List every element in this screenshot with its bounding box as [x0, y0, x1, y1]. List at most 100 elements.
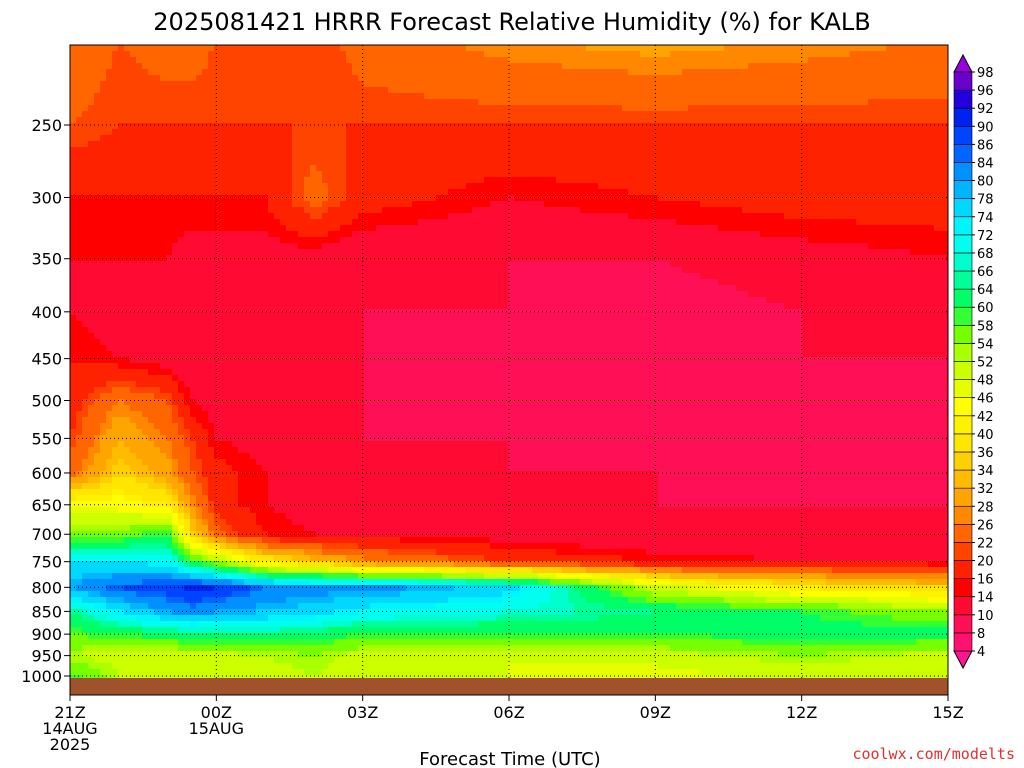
heatmap-cell: [124, 495, 131, 502]
heatmap-cell: [94, 639, 101, 646]
heatmap-cell: [166, 243, 173, 250]
heatmap-cell: [136, 129, 143, 136]
heatmap-cell: [142, 519, 149, 526]
heatmap-cell: [124, 423, 131, 430]
heatmap-cell: [94, 213, 101, 220]
heatmap-cell: [172, 447, 179, 454]
heatmap-cell: [322, 333, 329, 340]
heatmap-cell: [124, 561, 131, 568]
heatmap-cell: [256, 105, 263, 112]
heatmap-cell: [154, 201, 161, 208]
heatmap-cell: [208, 447, 215, 454]
heatmap-cell: [160, 501, 167, 508]
heatmap-cell: [226, 525, 233, 532]
heatmap-cell: [130, 201, 137, 208]
heatmap-cell: [82, 357, 89, 364]
heatmap-cell: [166, 393, 173, 400]
heatmap-cell: [304, 369, 311, 376]
heatmap-cell: [178, 411, 185, 418]
heatmap-cell: [76, 201, 83, 208]
heatmap-cell: [334, 459, 341, 466]
heatmap-cell: [286, 381, 293, 388]
heatmap-cell: [82, 639, 89, 646]
heatmap-cell: [304, 513, 311, 520]
heatmap-cell: [130, 483, 137, 490]
heatmap-cell: [292, 627, 299, 634]
heatmap-cell: [160, 285, 167, 292]
heatmap-cell: [94, 633, 101, 640]
heatmap-cell: [166, 489, 173, 496]
heatmap-cell: [148, 231, 155, 238]
heatmap-cell: [304, 213, 311, 220]
heatmap-cell: [238, 423, 245, 430]
heatmap-cell: [322, 369, 329, 376]
heatmap-cell: [136, 249, 143, 256]
heatmap-cell: [334, 411, 341, 418]
heatmap-cell: [94, 531, 101, 538]
heatmap-cell: [184, 165, 191, 172]
heatmap-cell: [340, 639, 347, 646]
heatmap-cell: [76, 351, 83, 358]
heatmap-cell: [190, 369, 197, 376]
heatmap-cell: [346, 237, 353, 244]
heatmap-cell: [202, 417, 209, 424]
heatmap-cell: [226, 375, 233, 382]
heatmap-cell: [82, 549, 89, 556]
heatmap-cell: [190, 441, 197, 448]
heatmap-cell: [166, 387, 173, 394]
heatmap-cell: [286, 135, 293, 142]
heatmap-cell: [268, 561, 275, 568]
heatmap-cell: [256, 111, 263, 118]
heatmap-cell: [202, 129, 209, 136]
heatmap-cell: [244, 513, 251, 520]
heatmap-cell: [154, 351, 161, 358]
heatmap-cell: [118, 507, 125, 514]
heatmap-cell: [262, 297, 269, 304]
heatmap-cell: [310, 369, 317, 376]
heatmap-cell: [220, 117, 227, 124]
heatmap-cell: [286, 567, 293, 574]
heatmap-cell: [178, 519, 185, 526]
heatmap-cell: [154, 591, 161, 598]
heatmap-cell: [232, 243, 239, 250]
heatmap-cell: [172, 339, 179, 346]
heatmap-cell: [334, 405, 341, 412]
heatmap-cell: [70, 555, 77, 562]
heatmap-cell: [118, 129, 125, 136]
heatmap-cell: [244, 111, 251, 118]
heatmap-cell: [244, 303, 251, 310]
heatmap-cell: [196, 147, 203, 154]
heatmap-cell: [232, 429, 239, 436]
heatmap-cell: [130, 651, 137, 658]
heatmap-cell: [106, 141, 113, 148]
heatmap-cell: [118, 249, 125, 256]
heatmap-cell: [136, 537, 143, 544]
heatmap-cell: [148, 201, 155, 208]
heatmap-cell: [322, 207, 329, 214]
heatmap-cell: [70, 99, 77, 106]
heatmap-cell: [178, 171, 185, 178]
heatmap-cell: [232, 489, 239, 496]
heatmap-cell: [148, 57, 155, 64]
heatmap-cell: [340, 591, 347, 598]
heatmap-cell: [304, 117, 311, 124]
heatmap-cell: [154, 195, 161, 202]
heatmap-cell: [280, 609, 287, 616]
heatmap-cell: [88, 201, 95, 208]
heatmap-cell: [148, 663, 155, 670]
heatmap-cell: [100, 399, 107, 406]
heatmap-cell: [196, 381, 203, 388]
heatmap-cell: [334, 381, 341, 388]
heatmap-cell: [250, 237, 257, 244]
heatmap-cell: [130, 243, 137, 250]
heatmap-cell: [184, 435, 191, 442]
heatmap-cell: [292, 525, 299, 532]
heatmap-cell: [226, 291, 233, 298]
heatmap-cell: [136, 279, 143, 286]
heatmap-cell: [238, 411, 245, 418]
heatmap-cell: [118, 585, 125, 592]
heatmap-cell: [268, 177, 275, 184]
heatmap-cell: [310, 45, 317, 52]
heatmap-cell: [178, 465, 185, 472]
heatmap-cell: [256, 621, 263, 628]
